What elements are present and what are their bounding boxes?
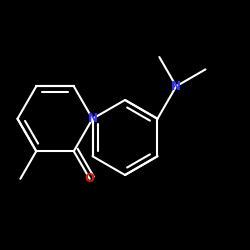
Text: O: O — [85, 172, 95, 185]
Text: N: N — [88, 112, 98, 125]
Text: N: N — [171, 80, 181, 93]
